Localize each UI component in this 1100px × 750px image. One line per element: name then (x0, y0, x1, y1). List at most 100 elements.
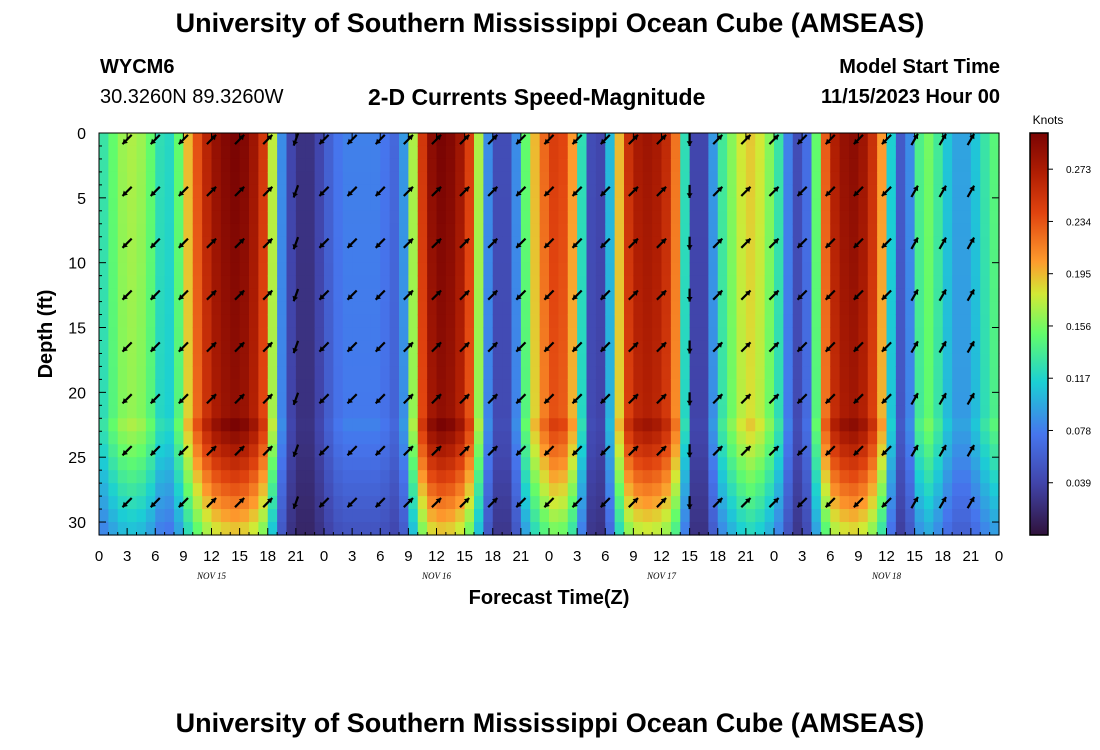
heatmap-cell (858, 418, 869, 432)
heatmap-cell (830, 392, 841, 406)
heatmap-cell (699, 496, 709, 510)
heatmap-cell (511, 353, 522, 368)
heatmap-cell (755, 210, 766, 225)
heatmap-cell (914, 171, 925, 186)
heatmap-cell (295, 418, 306, 432)
heatmap-cell (792, 483, 803, 497)
heatmap-cell (914, 262, 925, 277)
heatmap-cell (220, 145, 231, 160)
heatmap-cell (361, 444, 372, 458)
current-arrow (628, 497, 639, 508)
heatmap-cell (624, 483, 634, 497)
heatmap-cell (99, 197, 109, 212)
heatmap-cell (408, 275, 419, 290)
heatmap-cell (286, 171, 297, 186)
heatmap-cell (614, 301, 625, 316)
heatmap-cell (989, 158, 1000, 173)
heatmap-cell (717, 405, 728, 419)
heatmap-cell (764, 392, 775, 406)
heatmap-cell (839, 145, 850, 160)
heatmap-cell (483, 314, 494, 329)
current-arrow (459, 237, 470, 249)
heatmap-cell (783, 431, 794, 445)
heatmap-cell (202, 236, 213, 251)
heatmap-cell (474, 171, 484, 186)
heatmap-cell (183, 236, 194, 251)
heatmap-cell (661, 145, 672, 160)
heatmap-cell (380, 470, 391, 484)
heatmap-cell (174, 418, 184, 432)
heatmap-cell (220, 431, 231, 445)
heatmap-cell (286, 457, 297, 471)
heatmap-cell (586, 327, 597, 342)
heatmap-cell (624, 470, 634, 484)
heatmap-cell (295, 145, 306, 160)
heatmap-cell (605, 275, 616, 290)
heatmap-cell (389, 379, 400, 393)
heatmap-cell (389, 249, 400, 264)
current-arrow (543, 186, 555, 197)
heatmap-cell (352, 262, 363, 277)
heatmap-cell (333, 301, 344, 316)
heatmap-cell (820, 379, 831, 393)
heatmap-cell (183, 171, 194, 186)
heatmap-cell (942, 171, 953, 186)
heatmap-cell (745, 223, 756, 238)
heatmap-cell (99, 444, 109, 458)
heatmap-cell (727, 340, 738, 355)
heatmap-cell (370, 275, 381, 290)
heatmap-cell (661, 197, 672, 212)
heatmap-cell (680, 249, 691, 264)
current-arrow (206, 237, 217, 249)
heatmap-cell (474, 340, 484, 355)
heatmap-cell (745, 444, 756, 458)
heatmap-cell (399, 133, 409, 147)
heatmap-cell (136, 366, 147, 380)
heatmap-cell (324, 145, 334, 160)
heatmap-cell (886, 353, 897, 368)
x-tick-label: 18 (709, 548, 726, 565)
heatmap-cell (933, 483, 944, 497)
heatmap-cell (174, 457, 184, 471)
heatmap-cell (577, 223, 588, 238)
heatmap-cell (839, 509, 850, 523)
heatmap-cell (783, 210, 794, 225)
heatmap-cell (295, 444, 306, 458)
heatmap-cell (914, 288, 925, 303)
heatmap-cell (455, 223, 466, 238)
heatmap-cell (970, 509, 981, 523)
heatmap-cell (952, 158, 963, 173)
heatmap-cell (886, 327, 897, 342)
heatmap-cell (530, 444, 541, 458)
heatmap-cell (924, 145, 934, 160)
current-arrow (712, 289, 724, 301)
heatmap-cell (352, 184, 363, 199)
heatmap-cell (277, 249, 288, 264)
heatmap-cell (530, 379, 541, 393)
heatmap-cell (549, 301, 559, 316)
heatmap-cell (220, 470, 231, 484)
current-arrow (292, 340, 300, 354)
heatmap-cell (867, 366, 878, 380)
heatmap-cell (539, 327, 550, 342)
heatmap-cell (117, 366, 128, 380)
heatmap-cell (708, 197, 719, 212)
heatmap-cell (483, 262, 494, 277)
heatmap-cell (924, 444, 934, 458)
x-tick-label: 9 (854, 548, 862, 565)
heatmap-cell (117, 379, 128, 393)
heatmap-cell (736, 236, 747, 251)
heatmap-cell (211, 275, 222, 290)
heatmap-cell (811, 340, 822, 355)
heatmap-cell (230, 301, 241, 316)
heatmap-cell (249, 223, 259, 238)
heatmap-cell (99, 405, 109, 419)
heatmap-cell (614, 379, 625, 393)
heatmap-cell (895, 483, 906, 497)
heatmap-cell (755, 418, 766, 432)
heatmap-cell (380, 197, 391, 212)
heatmap-cell (258, 288, 269, 303)
heatmap-cell (267, 405, 278, 419)
heatmap-cell (717, 314, 728, 329)
